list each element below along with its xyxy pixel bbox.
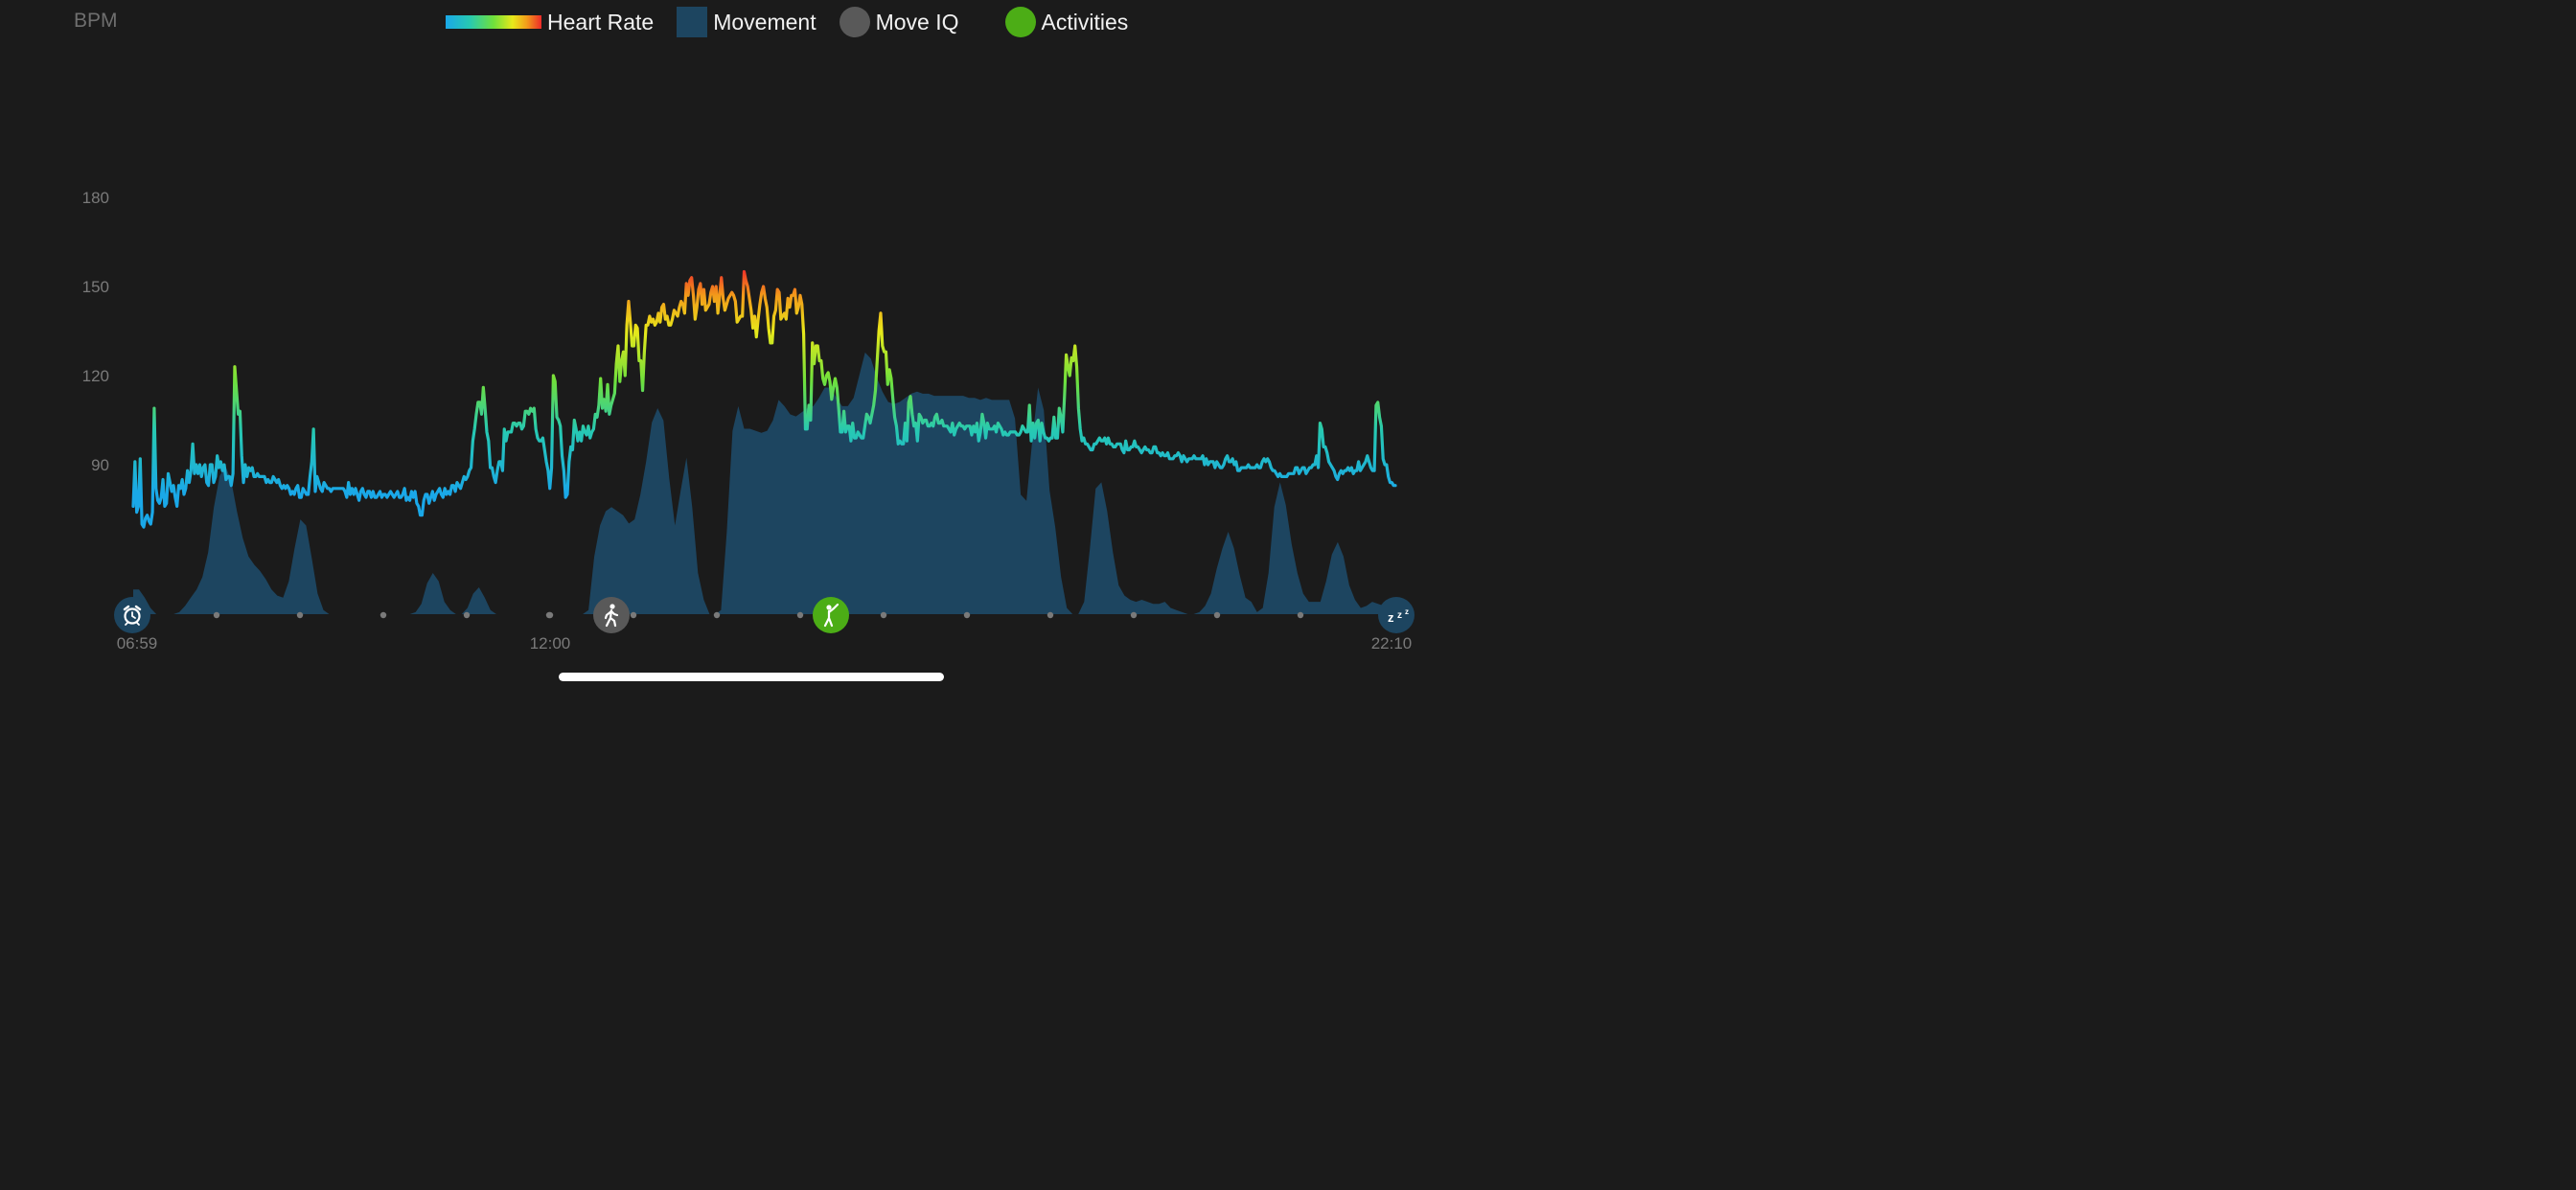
heart-rate-line — [131, 269, 1397, 529]
activities-swatch — [1004, 7, 1036, 37]
svg-text:z: z — [1397, 610, 1402, 621]
timeline-tick-dot — [1297, 611, 1304, 619]
legend: Heart Rate Movement Move IQ Activities — [446, 6, 1128, 38]
timeline-tick-dot — [213, 611, 220, 619]
movement-area — [133, 352, 1395, 614]
legend-move-iq: Move IQ — [816, 7, 959, 37]
golf-icon[interactable] — [813, 597, 849, 633]
alarm-clock-icon[interactable] — [114, 597, 150, 633]
timeline-tick-dot — [713, 611, 721, 619]
heart-rate-gradient-swatch — [446, 15, 541, 29]
legend-heart-rate-label: Heart Rate — [547, 9, 655, 34]
y-tick-label: 90 — [91, 456, 109, 474]
y-tick-label: 120 — [82, 367, 109, 385]
timeline-tick-dot — [1130, 611, 1138, 619]
legend-heart-rate: Heart Rate — [446, 10, 654, 35]
y-tick-label: 180 — [82, 189, 109, 207]
timeline-tick-dot — [545, 611, 553, 619]
legend-move-iq-label: Move IQ — [875, 9, 959, 34]
legend-activities: Activities — [959, 7, 1129, 37]
y-tick-label: 150 — [82, 278, 109, 296]
walking-icon[interactable] — [593, 597, 630, 633]
timeline-tick-dot — [796, 611, 804, 619]
timeline-tick-dot — [880, 611, 887, 619]
timeline-tick-dot — [380, 611, 387, 619]
legend-movement: Movement — [654, 7, 816, 37]
x-tick-label: 06:59 — [117, 634, 158, 652]
legend-movement-label: Movement — [713, 9, 816, 34]
timeline-tick-dot — [963, 611, 971, 619]
y-axis-unit-label: BPM — [74, 10, 118, 32]
x-tick-label: 12:00 — [530, 634, 571, 652]
svg-text:z: z — [1405, 607, 1409, 616]
move-iq-swatch — [839, 7, 870, 37]
legend-activities-label: Activities — [1041, 9, 1129, 34]
timeline-tick-dot — [463, 611, 471, 619]
home-indicator — [559, 673, 944, 681]
svg-text:z: z — [1388, 610, 1394, 625]
timeline-tick-dot — [1213, 611, 1221, 619]
x-tick-label: 22:10 — [1371, 634, 1413, 652]
movement-swatch — [677, 7, 708, 37]
timeline-tick-dot — [630, 611, 637, 619]
timeline-tick-dot — [1046, 611, 1054, 619]
timeline-tick-dot — [296, 611, 304, 619]
